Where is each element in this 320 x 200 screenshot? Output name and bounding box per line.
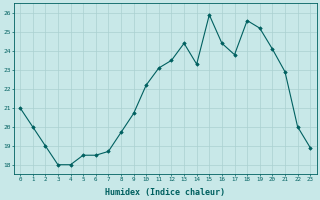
X-axis label: Humidex (Indice chaleur): Humidex (Indice chaleur) <box>105 188 225 197</box>
